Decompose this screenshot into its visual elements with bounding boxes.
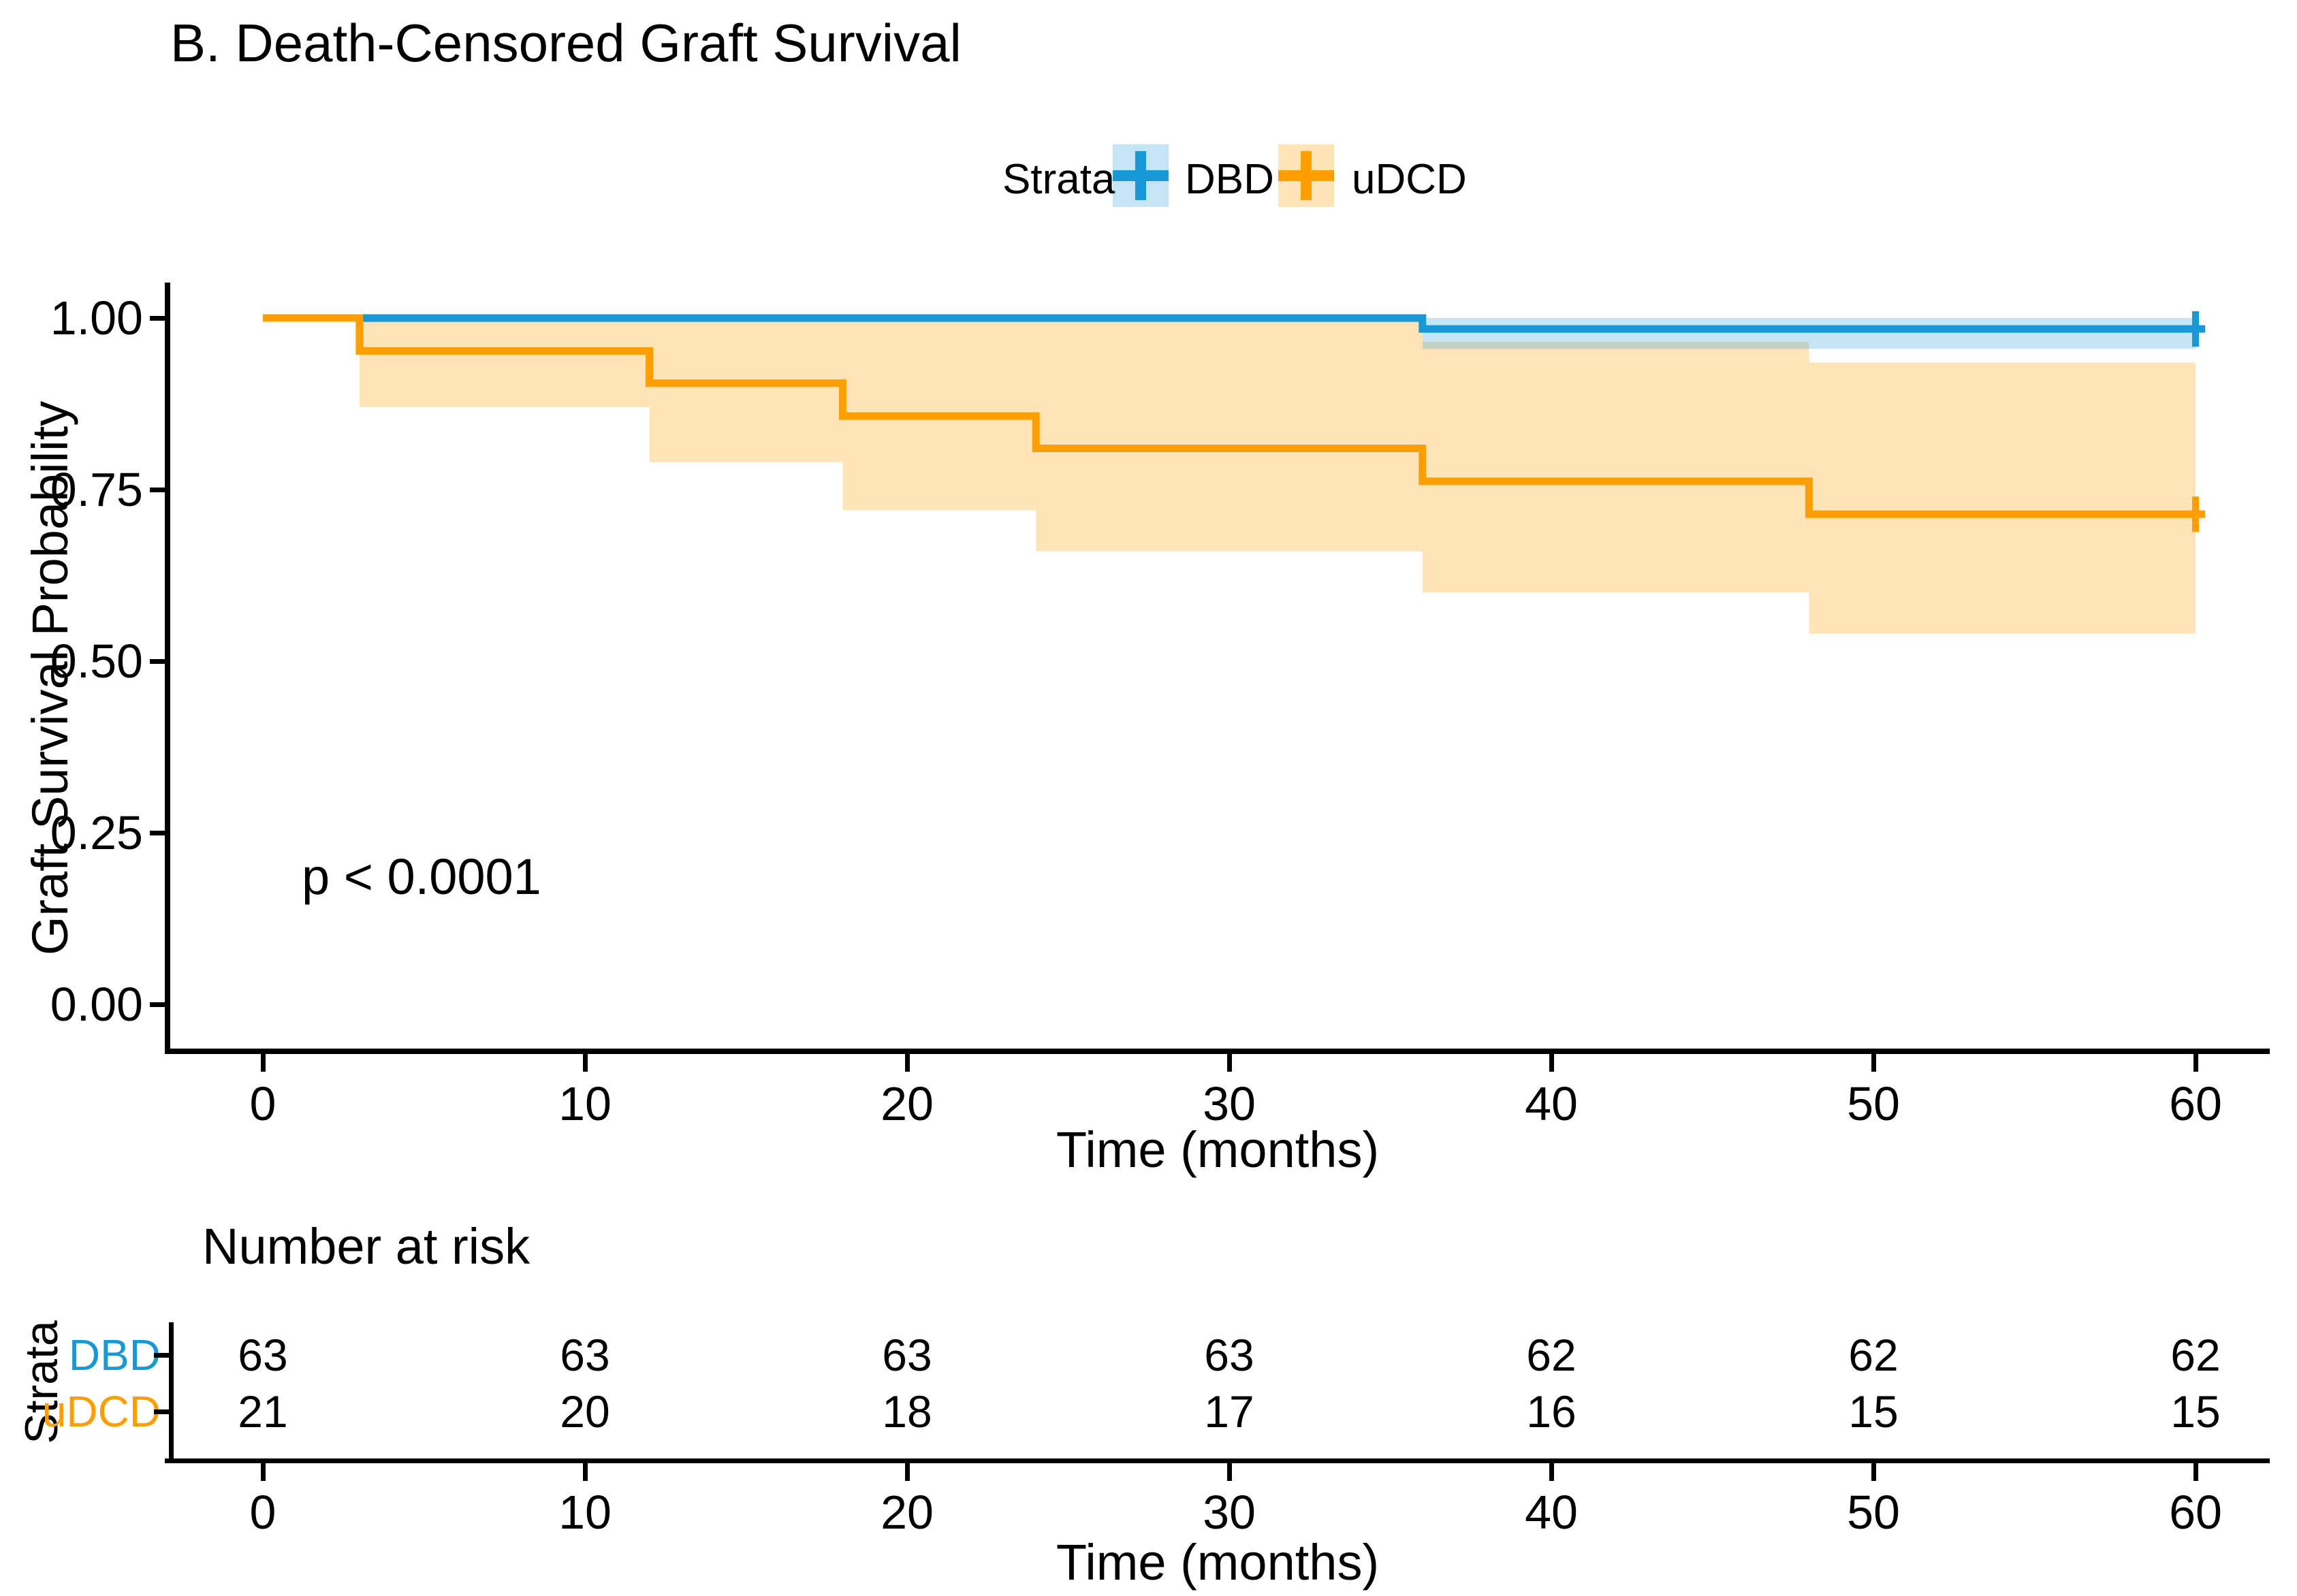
risk-table-strata-label: Strata (16, 1320, 67, 1444)
risk-count: 15 (2170, 1386, 2221, 1437)
risk-count: 63 (1204, 1330, 1254, 1380)
y-tick (150, 1002, 165, 1007)
y-tick-label: 0.25 (50, 806, 143, 859)
x-tick-label: 0 (249, 1077, 276, 1130)
risk-row-label-DBD: DBD (68, 1330, 161, 1379)
risk-x-tick-label: 0 (249, 1486, 276, 1539)
ci-ribbon-uDCD (359, 318, 650, 408)
x-tick-label: 30 (1203, 1077, 1256, 1130)
risk-row-tick (154, 1409, 169, 1414)
risk-x-tick (261, 1463, 266, 1481)
risk-count: 62 (2170, 1330, 2221, 1380)
x-tick-label: 40 (1525, 1077, 1578, 1130)
x-axis-line (165, 1049, 2270, 1054)
risk-x-tick-label: 30 (1203, 1486, 1256, 1539)
risk-count: 63 (560, 1330, 610, 1380)
y-tick (150, 831, 165, 835)
y-tick-label: 0.50 (50, 635, 143, 688)
risk-table-title: Number at risk (202, 1218, 530, 1275)
risk-table-x-axis-line (165, 1458, 2270, 1463)
x-tick-label: 60 (2169, 1077, 2222, 1130)
y-tick (150, 488, 165, 492)
legend-title: Strata (1002, 156, 1115, 203)
legend-plus-v (1135, 151, 1146, 200)
risk-x-tick (2193, 1463, 2198, 1481)
pvalue-annotation: p < 0.0001 (302, 848, 541, 905)
y-axis-line (165, 283, 170, 1053)
risk-x-tick (1227, 1463, 1232, 1481)
risk-count: 16 (1526, 1386, 1577, 1437)
y-tick-label: 1.00 (50, 291, 143, 345)
x-axis-title: Time (months) (1056, 1121, 1380, 1178)
x-tick (583, 1054, 588, 1072)
legend-key-dbd-icon (1113, 144, 1169, 207)
y-tick-label: 0.00 (50, 978, 143, 1031)
y-tick (150, 659, 165, 664)
x-tick (2193, 1054, 2198, 1072)
risk-count: 15 (1848, 1386, 1899, 1437)
risk-x-tick (1549, 1463, 1554, 1481)
legend-plus-v (1301, 151, 1312, 200)
legend-entry-dbd: DBD (1185, 156, 1274, 203)
y-tick (150, 316, 165, 321)
survival-curve-uDCD (263, 314, 2206, 518)
risk-x-tick (905, 1463, 910, 1481)
risk-count: 18 (882, 1386, 932, 1437)
ci-ribbon-uDCD (1809, 362, 2196, 634)
risk-table-y-axis-line (169, 1322, 174, 1463)
risk-table-x-axis-title: Time (months) (1056, 1534, 1380, 1591)
risk-x-tick-label: 60 (2169, 1486, 2222, 1539)
ci-ribbon-uDCD (1036, 318, 1423, 552)
legend-key-udcd-icon (1278, 144, 1334, 207)
risk-x-tick-label: 50 (1847, 1486, 1900, 1539)
survival-curve-DBD (263, 314, 2206, 333)
ci-ribbon-DBD (1422, 318, 2196, 349)
risk-x-tick-label: 20 (881, 1486, 934, 1539)
risk-x-tick (1871, 1463, 1876, 1481)
x-tick (1549, 1054, 1554, 1072)
y-tick-label: 0.75 (50, 463, 143, 516)
risk-x-tick-label: 10 (558, 1486, 612, 1539)
x-tick (261, 1054, 266, 1072)
risk-count: 17 (1204, 1386, 1254, 1437)
x-tick (1871, 1054, 1876, 1072)
risk-count: 63 (238, 1330, 288, 1380)
risk-count: 20 (560, 1386, 610, 1437)
risk-x-tick-label: 40 (1525, 1486, 1578, 1539)
risk-row-label-uDCD: uDCD (42, 1387, 161, 1436)
x-tick (905, 1054, 910, 1072)
x-tick-label: 10 (558, 1077, 612, 1130)
ci-ribbon-uDCD (649, 318, 843, 462)
x-tick-label: 50 (1847, 1077, 1900, 1130)
risk-count: 63 (882, 1330, 932, 1380)
x-tick-label: 20 (881, 1077, 934, 1130)
risk-count: 21 (238, 1386, 288, 1437)
ci-ribbon-uDCD (1422, 342, 1809, 593)
x-tick (1227, 1054, 1232, 1072)
risk-row-tick (154, 1353, 169, 1358)
risk-count: 62 (1526, 1330, 1577, 1380)
risk-x-tick (583, 1463, 588, 1481)
risk-count: 62 (1848, 1330, 1899, 1380)
chart-title: B. Death-Censored Graft Survival (170, 13, 962, 73)
legend-entry-udcd: uDCD (1352, 156, 1467, 203)
